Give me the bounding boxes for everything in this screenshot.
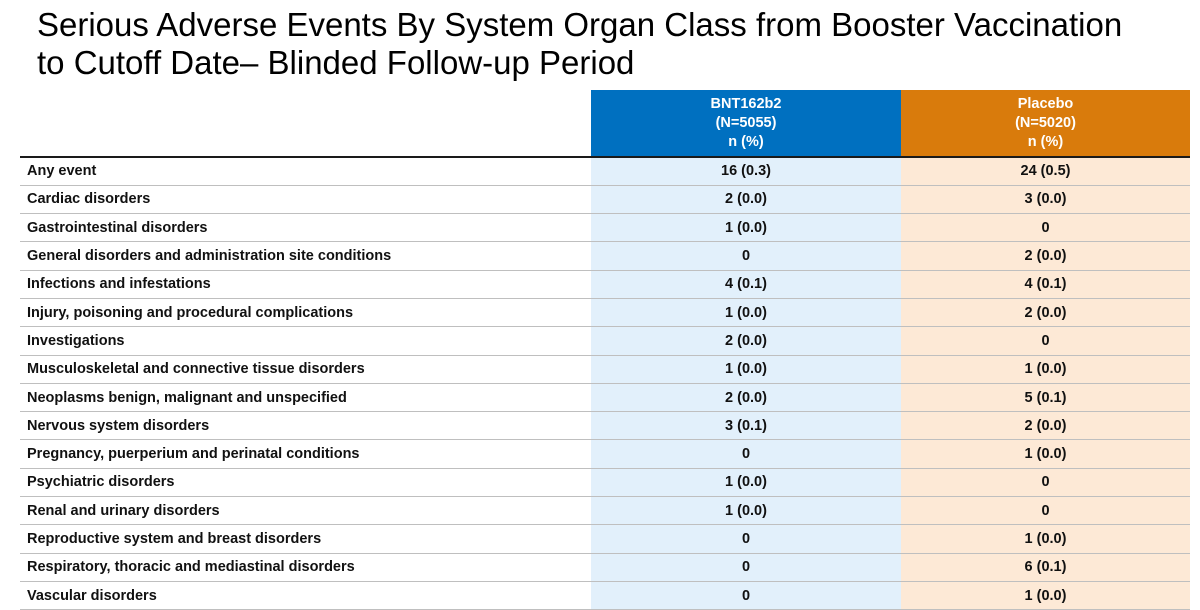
header-bnt162b2-name: BNT162b2 xyxy=(710,95,782,112)
header-placebo-unit: n (%) xyxy=(1027,133,1064,150)
placebo-value: 1 (0.0) xyxy=(901,439,1190,469)
row-label: Injury, poisoning and procedural complic… xyxy=(20,298,591,327)
placebo-value: 0 xyxy=(901,496,1190,525)
table-row: Infections and infestations 4 (0.1) 4 (0.1… xyxy=(20,270,1190,299)
header-bnt162b2: BNT162b2 (N=5055) n (%) xyxy=(591,90,901,157)
placebo-value: 24 (0.5) xyxy=(901,157,1190,186)
bnt162b2-value: 2 (0.0) xyxy=(591,326,901,356)
header-placebo-n: (N=5020) xyxy=(1015,114,1076,131)
placebo-value: 2 (0.0) xyxy=(901,298,1190,327)
table-row: Injury, poisoning and procedural complic… xyxy=(20,298,1190,327)
table-row: Psychiatric disorders 1 (0.0) 0 xyxy=(20,468,1190,497)
placebo-value: 2 (0.0) xyxy=(901,241,1190,271)
placebo-value: 4 (0.1) xyxy=(901,270,1190,299)
placebo-value: 6 (0.1) xyxy=(901,553,1190,582)
row-label: Pregnancy, puerperium and perinatal cond… xyxy=(20,439,591,469)
table-row: Nervous system disorders 3 (0.1) 2 (0.0) xyxy=(20,411,1190,440)
header-placebo-name: Placebo xyxy=(1017,95,1074,112)
row-label: Nervous system disorders xyxy=(20,411,591,440)
table-row: Neoplasms benign, malignant and unspecif… xyxy=(20,383,1190,412)
adverse-events-table: BNT162b2 (N=5055) n (%) Placebo (N=5020)… xyxy=(20,90,1190,610)
table-header: BNT162b2 (N=5055) n (%) Placebo (N=5020)… xyxy=(20,90,1190,157)
table-row: Respiratory, thoracic and mediastinal di… xyxy=(20,553,1190,582)
table-row: Cardiac disorders 2 (0.0) 3 (0.0) xyxy=(20,185,1190,214)
adverse-events-table-container: BNT162b2 (N=5055) n (%) Placebo (N=5020)… xyxy=(20,90,1190,610)
bnt162b2-value: 1 (0.0) xyxy=(591,213,901,242)
row-label: Respiratory, thoracic and mediastinal di… xyxy=(20,553,591,582)
row-label: Vascular disorders xyxy=(20,581,591,610)
placebo-value: 0 xyxy=(901,326,1190,356)
row-label: Cardiac disorders xyxy=(20,185,591,214)
bnt162b2-value: 3 (0.1) xyxy=(591,411,901,440)
table-row: Reproductive system and breast disorders… xyxy=(20,524,1190,554)
bnt162b2-value: 1 (0.0) xyxy=(591,496,901,525)
bnt162b2-value: 2 (0.0) xyxy=(591,185,901,214)
placebo-value: 1 (0.0) xyxy=(901,581,1190,610)
bnt162b2-value: 0 xyxy=(591,439,901,469)
bnt162b2-value: 0 xyxy=(591,524,901,554)
bnt162b2-value: 16 (0.3) xyxy=(591,157,901,186)
page-title: Serious Adverse Events By System Organ C… xyxy=(37,6,1123,81)
placebo-value: 1 (0.0) xyxy=(901,355,1190,384)
placebo-value: 2 (0.0) xyxy=(901,411,1190,440)
table-row: Renal and urinary disorders 1 (0.0) 0 xyxy=(20,496,1190,525)
table-row: Investigations 2 (0.0) 0 xyxy=(20,326,1190,356)
bnt162b2-value: 0 xyxy=(591,581,901,610)
placebo-value: 0 xyxy=(901,213,1190,242)
table-row: Vascular disorders 0 1 (0.0) xyxy=(20,581,1190,610)
row-label: Infections and infestations xyxy=(20,270,591,299)
header-bnt162b2-unit: n (%) xyxy=(728,133,764,150)
bnt162b2-value: 2 (0.0) xyxy=(591,383,901,412)
row-label: General disorders and administration sit… xyxy=(20,241,591,271)
placebo-value: 0 xyxy=(901,468,1190,497)
row-label: Neoplasms benign, malignant and unspecif… xyxy=(20,383,591,412)
bnt162b2-value: 4 (0.1) xyxy=(591,270,901,299)
row-label: Musculoskeletal and connective tissue di… xyxy=(20,355,591,384)
bnt162b2-value: 1 (0.0) xyxy=(591,355,901,384)
row-label: Psychiatric disorders xyxy=(20,468,591,497)
row-label: Gastrointestinal disorders xyxy=(20,213,591,242)
table-body: Any event 16 (0.3) 24 (0.5) Cardiac disorde… xyxy=(20,157,1190,610)
header-blank-cell xyxy=(20,90,591,157)
row-label: Investigations xyxy=(20,326,591,356)
bnt162b2-value: 1 (0.0) xyxy=(591,298,901,327)
table-row: Musculoskeletal and connective tissue di… xyxy=(20,355,1190,384)
table-row: Any event 16 (0.3) 24 (0.5) xyxy=(20,157,1190,186)
table-row: Gastrointestinal disorders 1 (0.0) 0 xyxy=(20,213,1190,242)
table-row: Pregnancy, puerperium and perinatal cond… xyxy=(20,439,1190,469)
header-bnt162b2-n: (N=5055) xyxy=(715,114,777,131)
placebo-value: 5 (0.1) xyxy=(901,383,1190,412)
row-label: Reproductive system and breast disorders xyxy=(20,524,591,554)
row-label: Renal and urinary disorders xyxy=(20,496,591,525)
bnt162b2-value: 0 xyxy=(591,553,901,582)
bnt162b2-value: 1 (0.0) xyxy=(591,468,901,497)
row-label: Any event xyxy=(20,157,591,186)
placebo-value: 3 (0.0) xyxy=(901,185,1190,214)
table-row: General disorders and administration sit… xyxy=(20,241,1190,271)
bnt162b2-value: 0 xyxy=(591,241,901,271)
header-placebo: Placebo (N=5020) n (%) xyxy=(901,90,1190,157)
placebo-value: 1 (0.0) xyxy=(901,524,1190,554)
